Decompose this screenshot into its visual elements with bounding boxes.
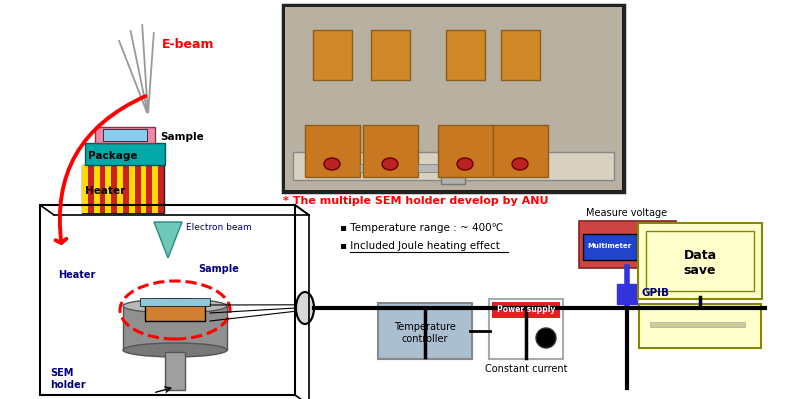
FancyBboxPatch shape bbox=[283, 5, 624, 192]
FancyBboxPatch shape bbox=[145, 301, 205, 321]
FancyBboxPatch shape bbox=[501, 30, 540, 80]
FancyBboxPatch shape bbox=[617, 284, 637, 304]
Ellipse shape bbox=[641, 233, 647, 241]
Ellipse shape bbox=[641, 253, 647, 261]
FancyBboxPatch shape bbox=[305, 125, 360, 177]
FancyBboxPatch shape bbox=[141, 165, 146, 213]
FancyBboxPatch shape bbox=[378, 303, 472, 359]
FancyBboxPatch shape bbox=[650, 322, 745, 327]
FancyBboxPatch shape bbox=[639, 304, 761, 348]
FancyBboxPatch shape bbox=[85, 143, 165, 165]
FancyBboxPatch shape bbox=[153, 165, 158, 213]
FancyBboxPatch shape bbox=[638, 223, 762, 299]
FancyBboxPatch shape bbox=[438, 125, 493, 177]
FancyBboxPatch shape bbox=[117, 165, 123, 213]
Text: Package: Package bbox=[88, 151, 137, 161]
Text: Measure voltage: Measure voltage bbox=[586, 208, 667, 218]
Ellipse shape bbox=[382, 158, 398, 170]
FancyBboxPatch shape bbox=[140, 298, 210, 306]
Ellipse shape bbox=[296, 292, 314, 324]
FancyBboxPatch shape bbox=[371, 30, 410, 80]
Ellipse shape bbox=[651, 233, 658, 241]
FancyBboxPatch shape bbox=[103, 129, 147, 141]
Text: E-beam: E-beam bbox=[162, 38, 214, 51]
Text: Multimeter: Multimeter bbox=[588, 243, 632, 249]
FancyBboxPatch shape bbox=[446, 30, 485, 80]
Text: Sample: Sample bbox=[198, 264, 239, 274]
FancyBboxPatch shape bbox=[646, 231, 754, 291]
FancyBboxPatch shape bbox=[82, 165, 88, 213]
Ellipse shape bbox=[123, 299, 227, 313]
FancyBboxPatch shape bbox=[285, 7, 622, 190]
FancyBboxPatch shape bbox=[579, 221, 676, 268]
FancyBboxPatch shape bbox=[123, 306, 227, 350]
Text: Electron beam: Electron beam bbox=[186, 223, 252, 232]
Polygon shape bbox=[154, 222, 182, 258]
Text: ▪ Included Joule heating effect: ▪ Included Joule heating effect bbox=[340, 241, 500, 251]
Text: Data
save: Data save bbox=[683, 249, 717, 277]
FancyBboxPatch shape bbox=[129, 165, 135, 213]
FancyBboxPatch shape bbox=[360, 164, 363, 172]
Ellipse shape bbox=[324, 158, 340, 170]
FancyBboxPatch shape bbox=[313, 30, 352, 80]
Text: Sample: Sample bbox=[160, 132, 204, 142]
FancyBboxPatch shape bbox=[418, 164, 438, 172]
FancyBboxPatch shape bbox=[493, 125, 548, 177]
Ellipse shape bbox=[123, 343, 227, 357]
FancyBboxPatch shape bbox=[363, 125, 418, 177]
FancyBboxPatch shape bbox=[489, 299, 563, 359]
FancyBboxPatch shape bbox=[492, 302, 560, 318]
Text: Heater: Heater bbox=[58, 270, 95, 280]
Text: GPIB: GPIB bbox=[641, 288, 669, 298]
FancyBboxPatch shape bbox=[441, 166, 465, 184]
Text: * The multiple SEM holder develop by ANU: * The multiple SEM holder develop by ANU bbox=[283, 196, 548, 206]
Text: SEM
holder: SEM holder bbox=[50, 368, 85, 390]
FancyBboxPatch shape bbox=[165, 352, 185, 390]
Ellipse shape bbox=[457, 158, 473, 170]
FancyBboxPatch shape bbox=[293, 152, 614, 180]
Text: Constant current: Constant current bbox=[485, 364, 567, 374]
Text: Temperature
controller: Temperature controller bbox=[394, 322, 456, 344]
Ellipse shape bbox=[512, 158, 528, 170]
Text: Power supply: Power supply bbox=[497, 306, 555, 314]
FancyBboxPatch shape bbox=[105, 165, 111, 213]
Text: Heater: Heater bbox=[85, 186, 125, 196]
Ellipse shape bbox=[536, 328, 556, 348]
Ellipse shape bbox=[651, 253, 658, 261]
Ellipse shape bbox=[651, 243, 658, 251]
FancyBboxPatch shape bbox=[82, 165, 164, 213]
FancyBboxPatch shape bbox=[93, 165, 100, 213]
Ellipse shape bbox=[641, 243, 647, 251]
FancyBboxPatch shape bbox=[95, 127, 155, 143]
Text: ▪ Temperature range : ~ 400℃: ▪ Temperature range : ~ 400℃ bbox=[340, 223, 503, 233]
FancyBboxPatch shape bbox=[583, 234, 637, 260]
